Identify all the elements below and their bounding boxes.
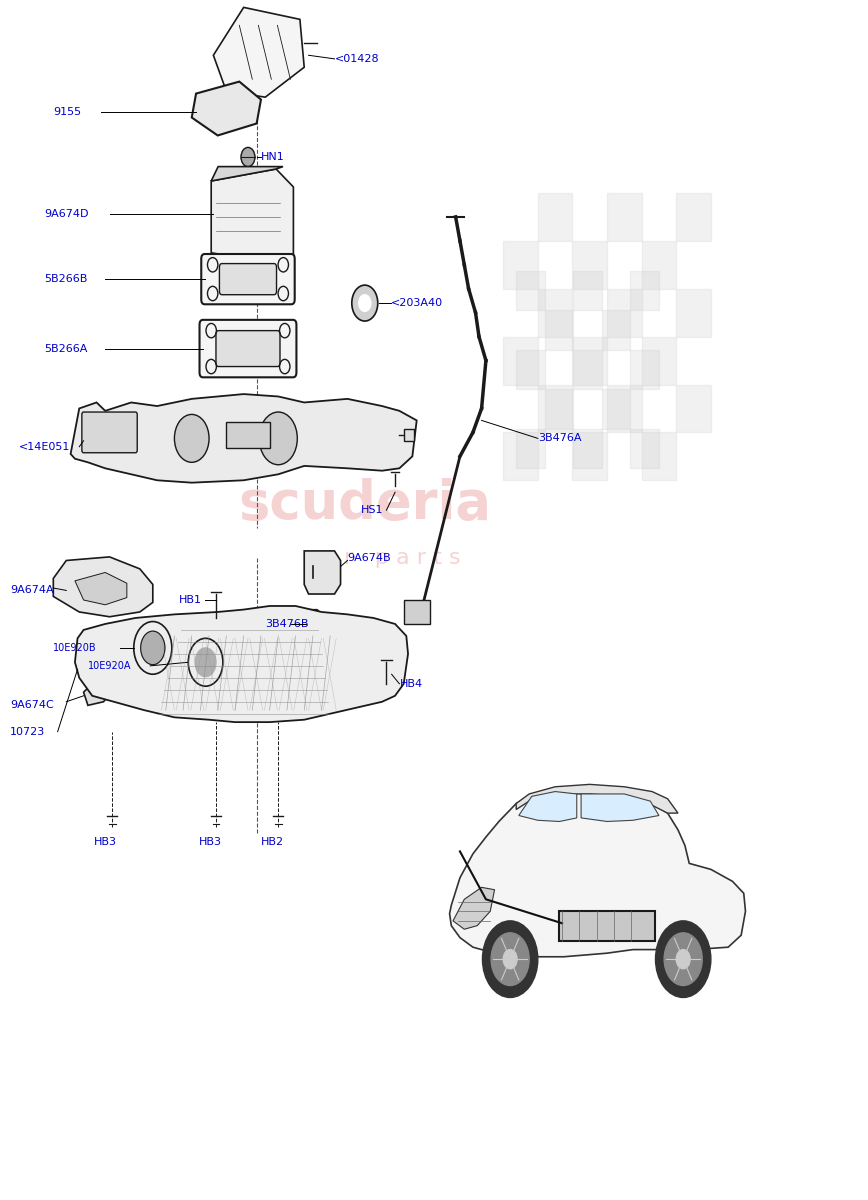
Circle shape xyxy=(503,949,517,968)
Text: HN1: HN1 xyxy=(261,152,285,162)
FancyBboxPatch shape xyxy=(220,264,277,295)
Text: 10723: 10723 xyxy=(10,727,45,737)
Polygon shape xyxy=(453,887,495,929)
Circle shape xyxy=(134,622,172,674)
Text: 9A674C: 9A674C xyxy=(10,701,54,710)
Bar xyxy=(538,289,572,337)
Bar xyxy=(641,241,676,289)
Circle shape xyxy=(664,932,702,985)
Polygon shape xyxy=(211,167,283,181)
Text: 10E920A: 10E920A xyxy=(88,661,131,671)
Polygon shape xyxy=(192,82,261,136)
Text: <01428: <01428 xyxy=(334,54,379,64)
Circle shape xyxy=(676,949,690,968)
Bar xyxy=(641,432,676,480)
Bar xyxy=(607,384,641,432)
Polygon shape xyxy=(83,682,114,706)
Bar xyxy=(573,428,602,468)
Bar xyxy=(602,389,630,428)
Circle shape xyxy=(141,631,165,665)
Text: 9A674D: 9A674D xyxy=(44,210,89,220)
Polygon shape xyxy=(70,394,417,482)
Polygon shape xyxy=(292,610,326,638)
Text: c a r   p a r t s: c a r p a r t s xyxy=(304,548,460,568)
Circle shape xyxy=(174,414,209,462)
Bar xyxy=(602,311,630,349)
Bar xyxy=(516,271,545,311)
Text: HB3: HB3 xyxy=(199,836,221,847)
Bar xyxy=(404,428,414,440)
Bar xyxy=(516,428,545,468)
Polygon shape xyxy=(450,790,746,956)
Text: HB3: HB3 xyxy=(94,836,117,847)
FancyBboxPatch shape xyxy=(216,331,280,366)
FancyBboxPatch shape xyxy=(82,412,137,452)
Polygon shape xyxy=(581,794,659,822)
Text: HS1: HS1 xyxy=(360,505,383,515)
Text: scuderia: scuderia xyxy=(239,479,491,530)
Circle shape xyxy=(241,148,255,167)
Bar xyxy=(630,271,659,311)
Bar xyxy=(630,349,659,389)
Text: 3B476B: 3B476B xyxy=(266,619,309,629)
Circle shape xyxy=(260,412,298,464)
Text: HB4: HB4 xyxy=(399,679,423,689)
Text: 9A674B: 9A674B xyxy=(347,553,391,563)
Bar xyxy=(503,337,538,384)
FancyBboxPatch shape xyxy=(201,254,295,305)
Text: 10E920B: 10E920B xyxy=(53,643,97,653)
Bar xyxy=(607,289,641,337)
Polygon shape xyxy=(53,557,153,617)
Text: 5B266B: 5B266B xyxy=(44,274,88,284)
Text: 9A674A: 9A674A xyxy=(10,586,54,595)
Bar xyxy=(630,428,659,468)
Circle shape xyxy=(195,648,216,677)
Bar xyxy=(560,911,654,941)
Circle shape xyxy=(358,295,371,312)
Bar xyxy=(227,421,270,448)
Text: <14E051: <14E051 xyxy=(19,442,70,451)
Polygon shape xyxy=(214,7,304,97)
Text: HB1: HB1 xyxy=(179,595,201,605)
Circle shape xyxy=(352,286,378,322)
Bar xyxy=(676,193,711,241)
Text: HB2: HB2 xyxy=(261,836,284,847)
Bar xyxy=(676,384,711,432)
Bar xyxy=(503,432,538,480)
Bar xyxy=(572,241,607,289)
Circle shape xyxy=(655,920,711,997)
Bar xyxy=(545,311,573,349)
Bar xyxy=(573,349,602,389)
Polygon shape xyxy=(516,785,678,814)
Polygon shape xyxy=(75,606,408,722)
Bar xyxy=(573,271,602,311)
Circle shape xyxy=(188,638,223,686)
Bar xyxy=(538,193,572,241)
Bar xyxy=(641,337,676,384)
Circle shape xyxy=(483,920,538,997)
Text: <203A40: <203A40 xyxy=(391,298,443,308)
Bar xyxy=(607,193,641,241)
Text: 3B476A: 3B476A xyxy=(538,433,582,443)
Text: 5B266A: 5B266A xyxy=(44,343,88,354)
Bar xyxy=(676,289,711,337)
Polygon shape xyxy=(404,600,430,624)
Bar xyxy=(538,384,572,432)
Bar xyxy=(516,349,545,389)
Polygon shape xyxy=(75,572,127,605)
Polygon shape xyxy=(304,551,340,594)
Text: 9155: 9155 xyxy=(53,107,82,116)
Polygon shape xyxy=(519,792,576,822)
Bar xyxy=(545,389,573,428)
Bar xyxy=(503,241,538,289)
Polygon shape xyxy=(211,169,293,265)
Bar xyxy=(572,337,607,384)
FancyBboxPatch shape xyxy=(200,320,297,377)
Circle shape xyxy=(491,932,529,985)
Bar xyxy=(572,432,607,480)
